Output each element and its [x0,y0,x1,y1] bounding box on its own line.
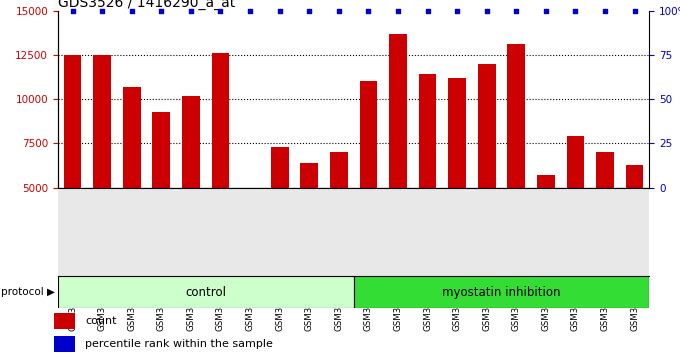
Bar [419,74,437,188]
Point [570,8,581,13]
Point [511,8,522,13]
Point [304,8,315,13]
Point [422,8,433,13]
Bar [507,44,525,188]
Point [215,8,226,13]
Point [126,8,137,13]
Point [156,8,167,13]
Point [392,8,403,13]
Text: percentile rank within the sample: percentile rank within the sample [85,339,273,349]
Bar [354,276,649,308]
Bar [448,78,466,188]
Point [541,8,551,13]
Point [600,8,611,13]
Bar [58,276,354,308]
Bar [152,112,170,188]
Point [245,8,256,13]
Bar [54,336,75,352]
Bar [389,34,407,188]
Point [67,8,78,13]
Text: myostatin inhibition: myostatin inhibition [442,286,561,298]
Bar [64,55,82,188]
Point [481,8,492,13]
Text: protocol ▶: protocol ▶ [1,287,55,297]
Bar [566,136,584,188]
Bar [93,55,111,188]
Point [629,8,640,13]
Bar [478,64,496,188]
Point [97,8,107,13]
Point [186,8,197,13]
Bar [271,147,288,188]
Point [274,8,285,13]
Bar [596,152,614,188]
Bar [123,87,141,188]
Bar [330,152,347,188]
Bar [54,313,75,329]
Bar [360,81,377,188]
Point [452,8,462,13]
Bar [182,97,200,188]
Point [363,8,374,13]
Bar [537,175,555,188]
Bar [301,163,318,188]
Point [333,8,344,13]
Text: control: control [185,286,226,298]
Text: GDS3526 / 1416290_a_at: GDS3526 / 1416290_a_at [58,0,235,10]
Bar [211,53,229,188]
Bar [626,165,643,188]
Text: count: count [85,316,116,326]
